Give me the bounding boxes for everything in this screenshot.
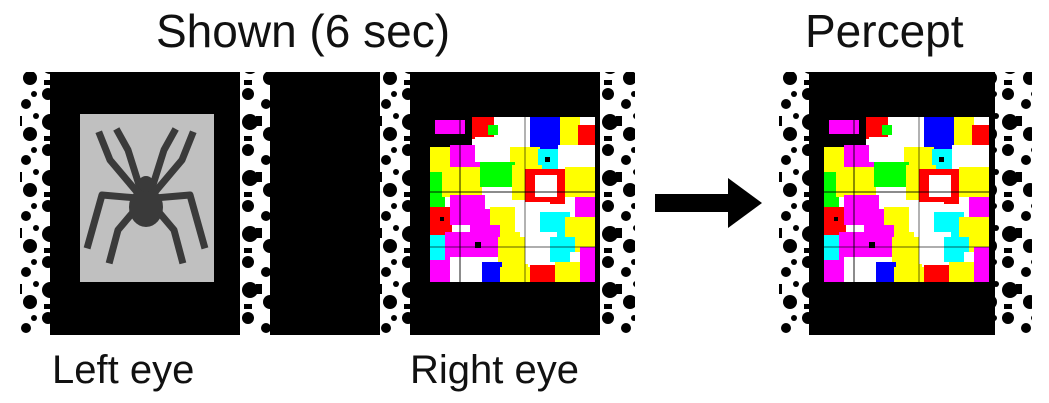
mondrian-mask-right-eye: [429, 116, 596, 283]
left-eye-label: Left eye: [52, 348, 195, 392]
percept-stimulus: [779, 72, 1032, 335]
left-eye-stimulus: [20, 72, 635, 335]
shown-heading: Shown (6 sec): [156, 5, 451, 57]
right-border-left: [380, 72, 410, 335]
percept-border-right: [995, 72, 1032, 335]
percept-heading: Percept: [805, 5, 964, 57]
left-border-right: [240, 72, 270, 335]
mondrian-mask-percept: [823, 116, 990, 283]
right-eye-label: Right eye: [410, 348, 579, 392]
percept-border-left: [779, 72, 809, 335]
left-border-left: [20, 72, 50, 335]
arrow-right-icon: [655, 178, 762, 228]
spider-icon: [83, 127, 209, 265]
right-border-right: [600, 72, 635, 335]
